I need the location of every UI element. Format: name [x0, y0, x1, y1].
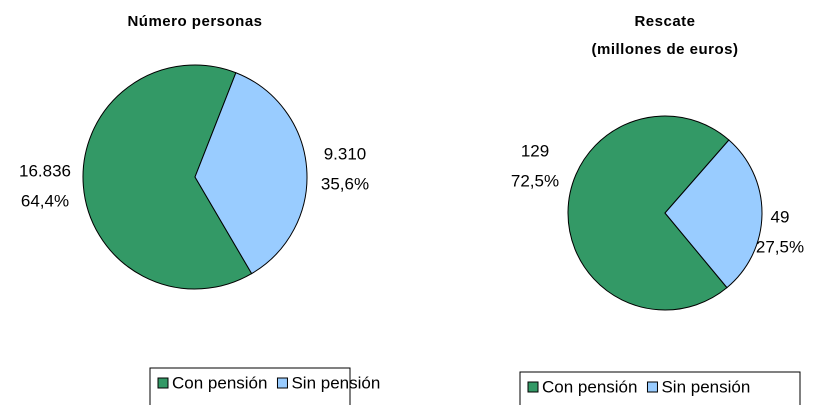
value-label: 9.310: [324, 144, 367, 163]
pie-slice: [194, 72, 308, 275]
legend-label: Con pensión: [542, 377, 637, 396]
legend-box: [519, 371, 801, 405]
legend-swatch: [527, 381, 539, 393]
pie-slice: [664, 139, 763, 289]
value-label: 49: [771, 207, 790, 226]
legend-label: Con pensión: [172, 373, 267, 392]
legend-swatch: [276, 377, 288, 389]
legend-swatch: [646, 381, 658, 393]
legend-box: [149, 367, 351, 405]
legend-label: Sin pensión: [661, 377, 750, 396]
value-label: 129: [521, 141, 549, 160]
percent-label: 27,5%: [756, 237, 804, 256]
chart-title: Rescate: [634, 13, 695, 30]
value-label: 16.836: [19, 161, 71, 180]
chart-subtitle: (millones de euros): [591, 41, 738, 58]
legend-swatch: [157, 377, 169, 389]
pie-slice: [567, 115, 730, 311]
legend-label: Sin pensión: [291, 373, 380, 392]
chart-title: Número personas: [127, 13, 262, 30]
percent-label: 35,6%: [321, 174, 369, 193]
pie-slice: [82, 64, 253, 290]
percent-label: 64,4%: [21, 191, 69, 210]
percent-label: 72,5%: [511, 171, 559, 190]
